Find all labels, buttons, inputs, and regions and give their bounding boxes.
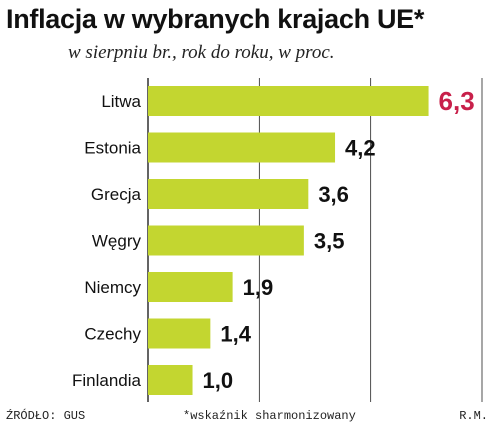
category-label: Grecja xyxy=(91,185,142,204)
chart-title: Inflacja w wybranych krajach UE* xyxy=(6,4,425,34)
category-label: Niemcy xyxy=(84,278,141,297)
chart-subtitle: w sierpniu br., rok do roku, w proc. xyxy=(68,42,335,63)
bar xyxy=(148,179,309,209)
bar xyxy=(148,272,233,302)
footnote: *wskaźnik sharmonizowany xyxy=(183,409,356,423)
value-label: 6,3 xyxy=(439,86,475,116)
value-label: 3,5 xyxy=(314,229,345,254)
bar xyxy=(148,365,193,395)
value-label: 1,4 xyxy=(220,322,251,347)
category-label: Czechy xyxy=(84,325,141,344)
value-label: 3,6 xyxy=(318,182,349,207)
bar xyxy=(148,225,304,256)
author-initials: R.M. xyxy=(459,409,488,423)
category-label: Estonia xyxy=(84,139,141,158)
category-label: Litwa xyxy=(101,92,141,111)
bar xyxy=(148,132,336,163)
bar xyxy=(148,318,211,349)
bar xyxy=(148,86,429,116)
value-label: 1,0 xyxy=(203,368,234,393)
value-label: 4,2 xyxy=(345,136,376,161)
value-label: 1,9 xyxy=(243,275,274,300)
source-note: ŹRÓDŁO: GUS xyxy=(6,409,86,423)
category-label: Finlandia xyxy=(72,371,142,390)
category-label: Węgry xyxy=(92,232,142,251)
